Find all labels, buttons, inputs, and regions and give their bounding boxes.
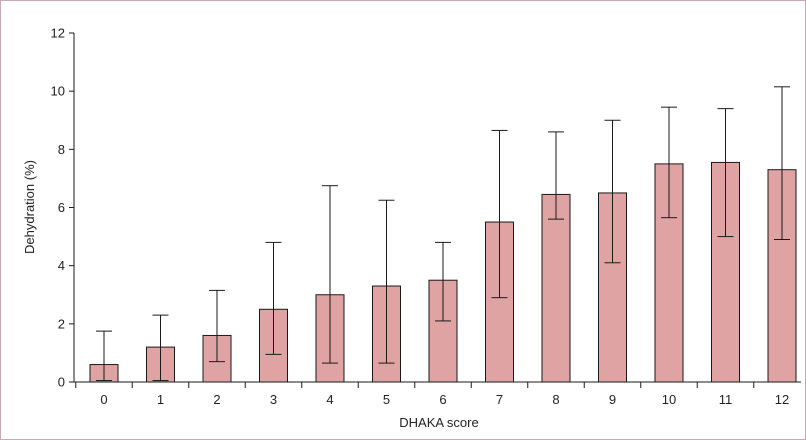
x-axis-label: DHAKA score — [399, 415, 478, 430]
y-tick-label: 12 — [51, 26, 65, 41]
x-tick-label: 2 — [213, 392, 220, 407]
y-tick-label: 4 — [58, 258, 65, 273]
y-tick-label: 2 — [58, 316, 65, 331]
x-tick-label: 10 — [662, 392, 676, 407]
x-axis: 0 1 2 3 4 5 6 7 8 9 10 11 12 — [74, 381, 801, 407]
x-tick-label: 3 — [270, 392, 277, 407]
x-tick-label: 11 — [719, 392, 733, 407]
x-tick-label: 0 — [100, 392, 107, 407]
bar-score-8 — [541, 193, 571, 383]
x-tick-label: 1 — [157, 392, 164, 407]
x-tick-label: 4 — [326, 392, 333, 407]
x-tick-label: 12 — [775, 392, 789, 407]
x-tick-label: 5 — [383, 392, 390, 407]
x-tick-label: 8 — [552, 392, 559, 407]
bars — [89, 161, 797, 383]
y-tick-label: 0 — [58, 375, 65, 390]
y-axis-label: Dehydration (%) — [22, 160, 37, 254]
y-tick-label: 8 — [58, 142, 65, 157]
y-tick-label: 6 — [58, 200, 65, 215]
y-axis: 0 2 4 6 8 10 12 — [51, 26, 75, 390]
y-tick-label: 10 — [51, 84, 65, 99]
error-bars — [96, 86, 790, 382]
x-tick-label: 7 — [496, 392, 503, 407]
x-tick-label: 6 — [439, 392, 446, 407]
x-tick-label: 9 — [609, 392, 616, 407]
